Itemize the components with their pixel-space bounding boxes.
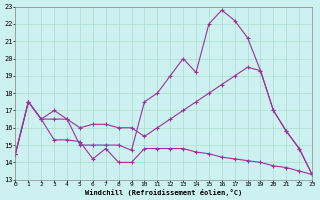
- X-axis label: Windchill (Refroidissement éolien,°C): Windchill (Refroidissement éolien,°C): [85, 189, 242, 196]
